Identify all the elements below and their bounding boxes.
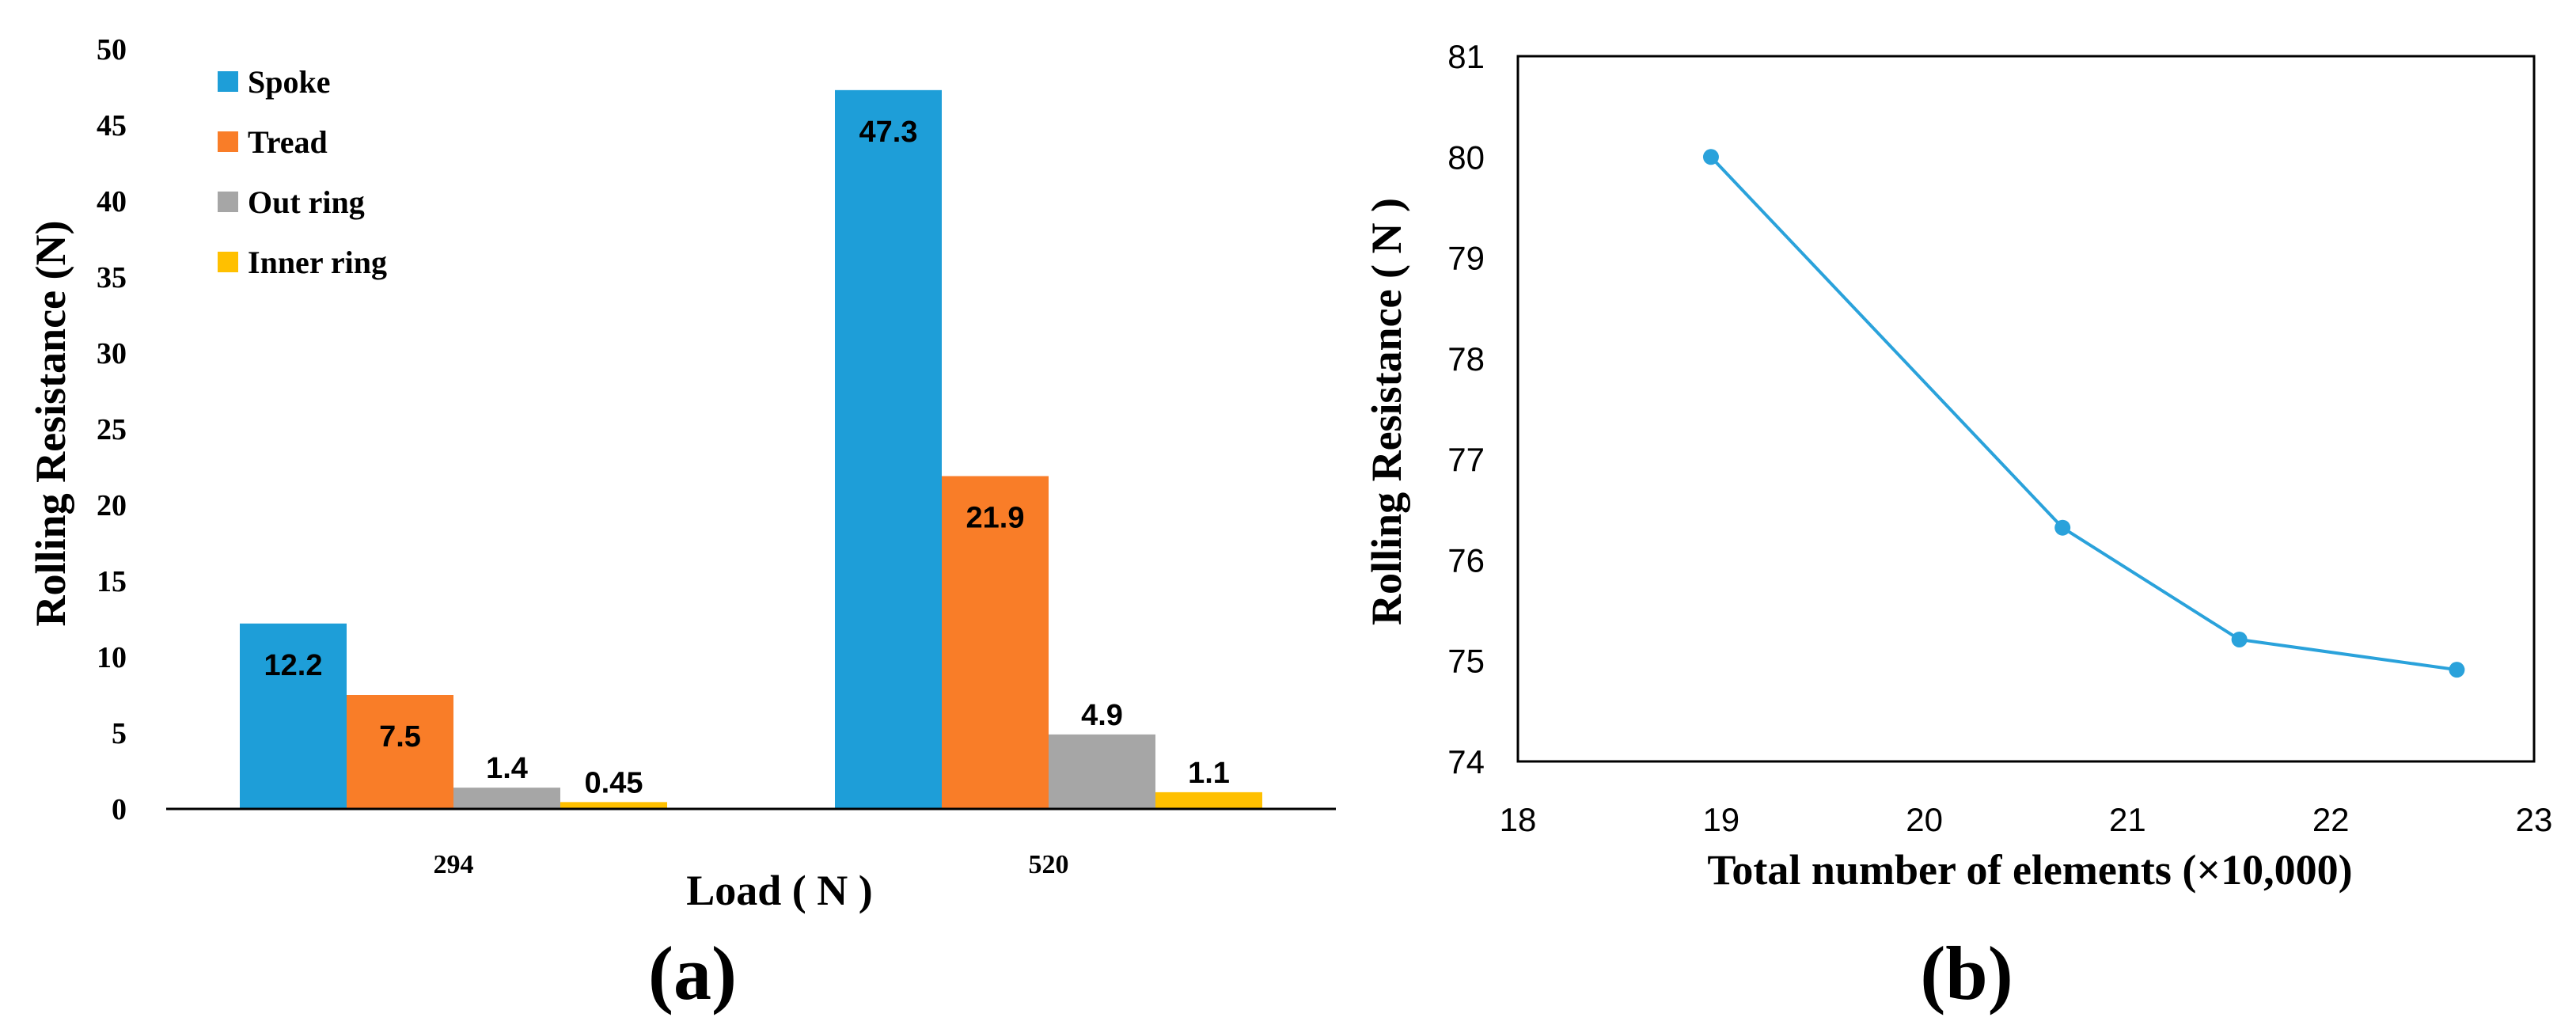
y-tick-labels: 74 75 76 77 78 79 80 81 (1447, 38, 1485, 780)
legend-label: Tread (248, 124, 328, 160)
y-tick-label: 76 (1447, 541, 1485, 579)
y-tick-label: 74 (1447, 743, 1485, 780)
y-axis-title: Rolling Resistance ( N ) (1363, 198, 1410, 625)
bar-data-label: 47.3 (859, 116, 918, 149)
plot-area-frame (1516, 55, 2536, 763)
x-tick-label: 23 (2516, 801, 2553, 838)
y-tick-label: 77 (1447, 441, 1485, 478)
y-tick-label: 80 (1447, 139, 1485, 176)
bar-tread (942, 476, 1049, 809)
bar-data-label: 12.2 (264, 649, 323, 682)
x-tick-label: 520 (1029, 850, 1069, 879)
bar-chart-panel: 0 5 10 15 20 25 30 35 40 45 50 12.2 7.5 1.4 0.45 47.3 2… (27, 33, 1336, 1016)
y-axis-title: Rolling Resistance (N) (27, 221, 74, 627)
y-tick-label: 81 (1447, 38, 1485, 75)
y-tick-label: 79 (1447, 240, 1485, 277)
x-tick-label: 21 (2109, 801, 2146, 838)
y-tick-label: 15 (97, 565, 127, 598)
y-tick-label: 35 (97, 261, 127, 294)
legend-swatch (218, 252, 238, 272)
y-tick-label: 45 (97, 109, 127, 142)
bar-inner-ring (1155, 792, 1262, 809)
bar-out-ring (1049, 734, 1155, 809)
x-tick-label: 18 (1500, 801, 1537, 838)
panel-label-b: (b) (1920, 931, 2013, 1016)
bar-tread (347, 695, 453, 809)
y-tick-label: 75 (1447, 643, 1485, 680)
bar-inner-ring (560, 802, 667, 809)
bar-data-label: 7.5 (379, 720, 421, 754)
legend-label: Out ring (248, 184, 365, 220)
legend: Spoke Tread Out ring Inner ring (218, 64, 387, 280)
bar-marks (240, 89, 1262, 810)
y-tick-labels: 0 5 10 15 20 25 30 35 40 45 50 (97, 33, 127, 826)
x-tick-label: 22 (2312, 801, 2350, 838)
data-point-marker (2449, 662, 2465, 678)
line-chart-panel: 74 75 76 77 78 79 80 81 18 19 20 21 22 23 Rolling Re… (1363, 38, 2552, 1016)
bar-data-label: 0.45 (585, 766, 643, 799)
y-tick-label: 78 (1447, 340, 1485, 378)
y-tick-label: 25 (97, 413, 127, 446)
x-tick-labels: 18 19 20 21 22 23 (1500, 801, 2553, 838)
x-tick-label: 19 (1702, 801, 1739, 838)
legend-swatch (218, 131, 238, 152)
data-point-marker (1702, 149, 1719, 165)
x-tick-label: 294 (434, 850, 474, 879)
bar-data-label: 4.9 (1081, 699, 1123, 732)
y-tick-label: 50 (97, 33, 127, 66)
legend-swatch (218, 192, 238, 212)
bar-out-ring (453, 788, 560, 809)
data-point-marker (2231, 631, 2248, 647)
legend-label: Spoke (248, 64, 331, 100)
bar-data-label: 1.1 (1188, 757, 1230, 790)
y-tick-label: 10 (97, 641, 127, 674)
series-line (1702, 149, 2465, 678)
panel-label-a: (a) (648, 931, 737, 1016)
data-point-marker (2054, 519, 2071, 536)
legend-swatch (218, 71, 238, 92)
y-tick-label: 40 (97, 185, 127, 218)
y-tick-label: 5 (112, 717, 127, 750)
bar-spoke (835, 89, 942, 810)
x-axis-title: Total number of elements (×10,000) (1707, 846, 2352, 894)
y-tick-label: 20 (97, 489, 127, 522)
bar-data-label: 1.4 (486, 752, 528, 785)
x-tick-label: 20 (1906, 801, 1943, 838)
x-axis-title: Load ( N ) (686, 867, 873, 914)
bar-spoke (240, 623, 347, 809)
bar-data-labels: 12.2 7.5 1.4 0.45 47.3 21.9 4.9 1.1 (264, 116, 1230, 800)
y-tick-label: 0 (112, 793, 127, 826)
y-tick-label: 30 (97, 337, 127, 370)
x-tick-labels: 294 520 (434, 850, 1069, 879)
series-polyline (1709, 155, 2457, 672)
legend-label: Inner ring (248, 245, 387, 280)
bar-data-label: 21.9 (966, 502, 1025, 535)
